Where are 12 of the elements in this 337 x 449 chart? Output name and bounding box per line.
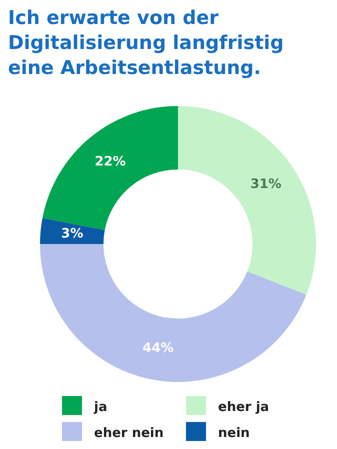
data-label: 44% [142, 340, 174, 356]
data-label: 3% [61, 226, 84, 242]
legend-label: nein [218, 426, 250, 441]
data-label: 22% [94, 154, 126, 170]
donut-slice [40, 244, 306, 382]
legend-label: eher ja [218, 400, 270, 415]
legend-label: ja [93, 400, 108, 415]
legend-label: eher nein [94, 426, 164, 441]
data-label: 31% [250, 176, 282, 192]
chart-title: Ich erwarte von der Digitalisierung langfristig eine Arbeitsentlastung. [8, 7, 284, 79]
donut-slice [178, 106, 316, 295]
donut-slice [40, 218, 105, 244]
